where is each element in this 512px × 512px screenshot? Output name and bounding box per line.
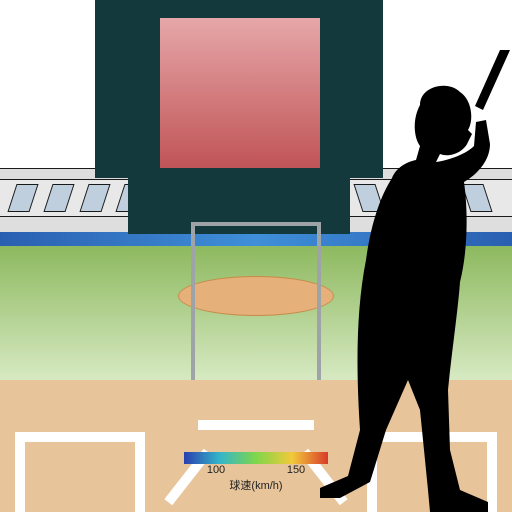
baseball-pitch-view: 100150 球速(km/h) — [0, 0, 512, 512]
batter-silhouette — [300, 50, 512, 512]
legend-tick: 100 — [207, 464, 225, 476]
chalk-line — [198, 420, 314, 430]
chalk-line — [15, 432, 25, 512]
chalk-line — [135, 432, 145, 512]
chalk-line — [15, 432, 145, 442]
